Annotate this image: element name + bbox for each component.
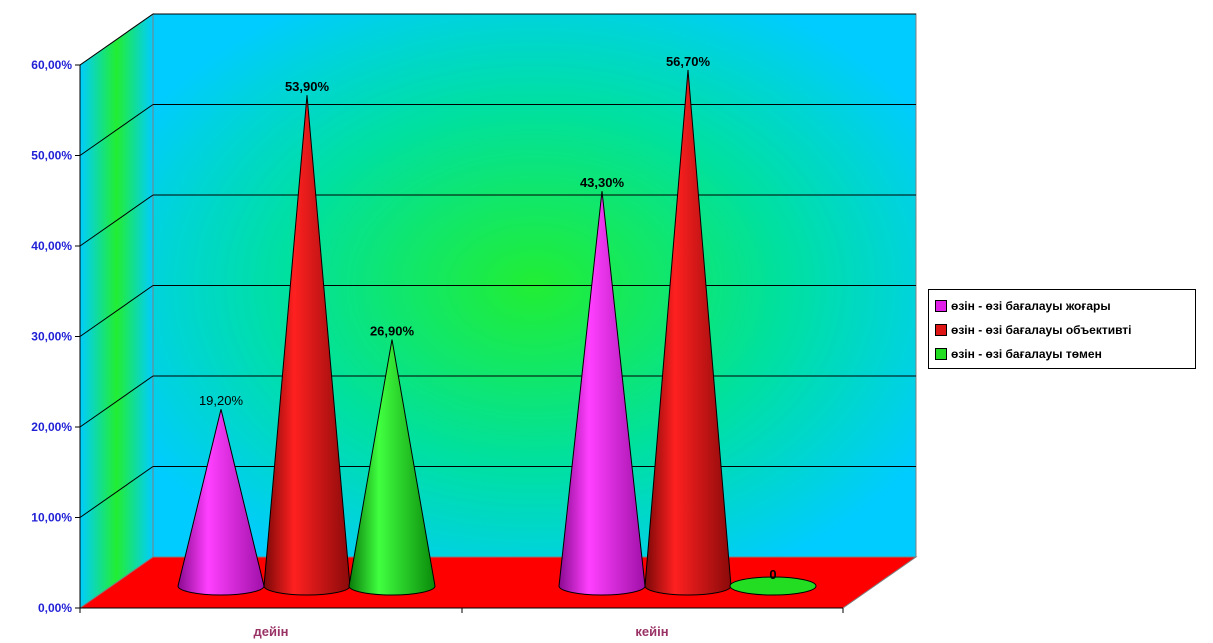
legend: өзін - өзі бағалауы жоғары өзін - өзі ба…: [928, 289, 1196, 369]
y-tick-label: 20,00%: [31, 420, 72, 434]
legend-label-high: өзін - өзі бағалауы жоғары: [951, 299, 1111, 313]
legend-label-low: өзін - өзі бағалауы төмен: [951, 347, 1102, 361]
cone-bar: [644, 69, 732, 596]
cone-bar: [558, 191, 646, 596]
data-label: 43,30%: [580, 175, 625, 190]
y-tick-label: 10,00%: [31, 511, 72, 525]
gridline-side: [79, 375, 154, 428]
legend-label-objective: өзін - өзі бағалауы объективті: [951, 323, 1132, 337]
legend-swatch-low: [935, 348, 947, 360]
y-tick-label: 60,00%: [31, 58, 72, 72]
x-category-label: дейін: [254, 624, 289, 639]
cone-bar-zero: [729, 576, 817, 596]
y-tick-label: 40,00%: [31, 239, 72, 253]
cone-bar: [263, 95, 351, 596]
x-category-label: кейін: [635, 624, 668, 639]
legend-item-objective: өзін - өзі бағалауы объективті: [935, 322, 1132, 338]
y-tick-label: 50,00%: [31, 149, 72, 163]
gridline-side: [79, 285, 154, 337]
y-tick-label: 0,00%: [38, 601, 72, 615]
data-label: 56,70%: [666, 54, 711, 69]
legend-swatch-high: [935, 300, 947, 312]
gridline-side: [79, 194, 154, 247]
legend-item-high: өзін - өзі бағалауы жоғары: [935, 298, 1111, 314]
data-label: 19,20%: [199, 393, 244, 408]
legend-item-low: өзін - өзі бағалауы төмен: [935, 346, 1102, 362]
gridline-side: [79, 13, 154, 66]
data-label: 26,90%: [370, 324, 415, 339]
gridline-side: [79, 466, 154, 518]
data-label: 0: [769, 567, 776, 582]
cone-bar: [177, 409, 265, 596]
data-label: 53,90%: [285, 79, 330, 94]
legend-swatch-objective: [935, 324, 947, 336]
y-tick-label: 30,00%: [31, 330, 72, 344]
cone-bar: [348, 339, 436, 596]
gridline-side: [79, 104, 154, 156]
